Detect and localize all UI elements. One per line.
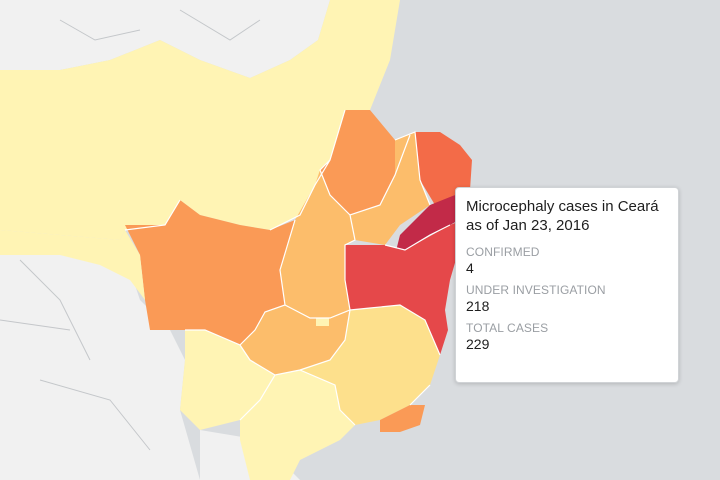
region-distrito-federal[interactable] — [316, 318, 329, 326]
under-investigation-value: 218 — [466, 298, 490, 314]
region-ceara[interactable] — [415, 132, 472, 205]
tooltip-title-line1: Microcephaly cases in Ceará — [466, 198, 659, 215]
tooltip-title: Microcephaly cases in Ceará as of Jan 23… — [466, 197, 668, 235]
region-sao-paulo[interactable] — [240, 370, 355, 480]
region-minas-gerais[interactable] — [300, 305, 440, 425]
state-borders — [124, 109, 451, 426]
region-mato-grosso[interactable] — [125, 200, 295, 345]
region-pernambuco-bahia[interactable] — [345, 218, 468, 355]
neighbor-countries-north — [0, 0, 330, 78]
state-info-tooltip: Microcephaly cases in Ceará as of Jan 23… — [455, 187, 679, 383]
region-tocantins[interactable] — [280, 170, 355, 318]
confirmed-label: CONFIRMED — [466, 245, 540, 259]
region-selected-paraiba[interactable] — [395, 195, 470, 255]
confirmed-value: 4 — [466, 260, 474, 276]
tooltip-title-line2: as of Jan 23, 2016 — [466, 217, 590, 234]
region-rio-de-janeiro[interactable] — [380, 405, 425, 432]
total-cases-value: 229 — [466, 336, 490, 352]
neighbor-countries-west — [0, 230, 200, 480]
region-acre[interactable] — [0, 230, 145, 300]
region-mato-grosso-sul[interactable] — [180, 330, 275, 430]
total-cases-label: TOTAL CASES — [466, 321, 549, 335]
region-piaui[interactable] — [350, 132, 430, 245]
region-north-amazon[interactable] — [0, 0, 400, 240]
under-investigation-label: UNDER INVESTIGATION — [466, 283, 606, 297]
